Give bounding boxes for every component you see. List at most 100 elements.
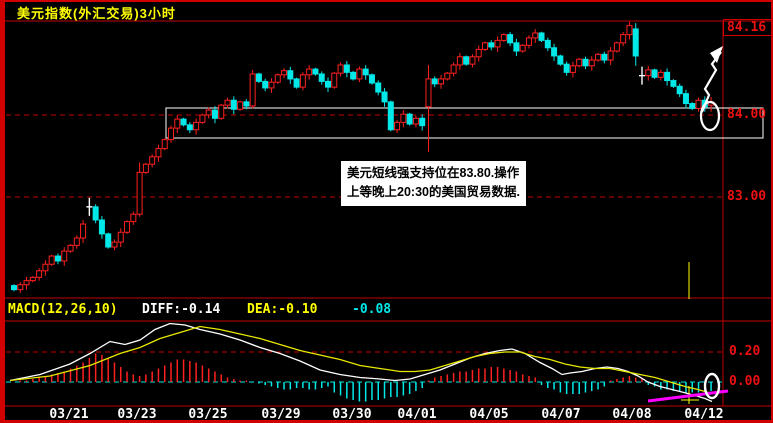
candle (400, 113, 407, 123)
highlight-circle-macd (703, 372, 721, 400)
macd-diff-value: DIFF:-0.14 (142, 302, 221, 317)
x-axis-label: 04/08 (612, 407, 652, 422)
candle (544, 39, 551, 49)
analyst-note-line1: 美元短线强支持位在83.80.操作 (347, 166, 520, 180)
candle (124, 221, 131, 233)
up-arrow (700, 51, 722, 113)
candle (626, 25, 633, 36)
candle (155, 148, 162, 158)
x-axis-label: 03/29 (261, 407, 301, 422)
candle (525, 37, 532, 46)
candle (142, 163, 149, 173)
x-axis-label: 03/23 (117, 407, 157, 422)
candle (412, 117, 419, 125)
candle (262, 80, 269, 89)
candle (538, 32, 545, 41)
x-axis-label: 03/25 (188, 407, 228, 422)
highlight-circle-main (699, 100, 721, 132)
candle (343, 64, 350, 73)
trend-line-magenta (647, 389, 729, 403)
candle (494, 39, 501, 48)
macd-cursor-value: -0.08 (352, 302, 392, 317)
x-axis-label: 04/12 (684, 407, 724, 422)
candle (281, 70, 288, 76)
candle (456, 56, 463, 66)
crosshair-lines (681, 262, 699, 404)
candle (569, 65, 576, 73)
analyst-note: 美元短线强支持位在83.80.操作 上等晚上20:30的美国贸易数据. (341, 161, 526, 206)
candle (620, 34, 627, 44)
candle (482, 42, 488, 50)
candle (444, 72, 451, 80)
candle (230, 99, 237, 110)
candle (249, 73, 256, 107)
candle (237, 101, 244, 110)
candle (136, 171, 143, 215)
candle (557, 55, 564, 65)
candle (325, 80, 331, 88)
candle (368, 74, 375, 84)
candle (274, 74, 281, 83)
macd-histogram-group (19, 353, 712, 402)
candle (425, 78, 432, 108)
candle (36, 270, 43, 278)
candle (513, 42, 520, 52)
candle (450, 64, 457, 74)
candle (54, 255, 61, 262)
candle (588, 59, 595, 67)
candle (243, 101, 250, 107)
candle (318, 73, 325, 82)
candle (595, 53, 602, 61)
macd-params-label: MACD(12,26,10) (8, 302, 118, 317)
candle (381, 91, 388, 103)
candle (312, 68, 319, 75)
candle (23, 280, 30, 286)
candle (563, 63, 570, 73)
candle (61, 250, 68, 262)
candle (607, 50, 614, 61)
candle (48, 255, 55, 265)
candle (438, 78, 445, 85)
macd-header-bar: MACD(12,26,10) DIFF:-0.14 DEA:-0.10 -0.0… (0, 301, 771, 319)
x-axis-label: 03/21 (49, 407, 89, 422)
dea-line (9, 325, 714, 394)
candle (601, 53, 608, 61)
candle (42, 263, 49, 272)
candle (507, 34, 514, 44)
candle (613, 42, 620, 52)
x-axis-label: 03/30 (332, 407, 372, 422)
candle (406, 113, 413, 125)
candle (645, 69, 652, 77)
drawn-annotations (699, 46, 723, 400)
candle (551, 47, 558, 57)
price-label-84: 84.00 (727, 107, 767, 122)
candle (350, 71, 357, 80)
candle (695, 99, 702, 109)
candle (532, 32, 539, 39)
latest-price-label: 84.16 (727, 20, 767, 35)
candle (676, 85, 683, 95)
candle (356, 68, 363, 80)
candle (130, 213, 137, 223)
candle (387, 101, 394, 131)
candle (431, 78, 438, 85)
candle (224, 99, 231, 106)
support-zone-box (165, 107, 764, 139)
candle (500, 34, 507, 41)
diff-line (9, 322, 713, 403)
candle (193, 121, 200, 131)
analyst-note-line2: 上等晚上20:30的美国贸易数据. (347, 185, 520, 199)
candle (651, 69, 658, 78)
candle (375, 82, 382, 93)
candle (488, 42, 495, 48)
macd-label-000: 0.00 (729, 374, 761, 389)
candle (117, 231, 124, 243)
candle (205, 109, 212, 116)
chart-title: 美元指数(外汇交易)3小时 (17, 6, 176, 21)
candle (576, 58, 583, 67)
candle (168, 127, 174, 141)
candle (255, 73, 262, 82)
macd-label-020: 0.20 (729, 344, 761, 359)
candle (186, 124, 193, 131)
candle (17, 284, 24, 291)
